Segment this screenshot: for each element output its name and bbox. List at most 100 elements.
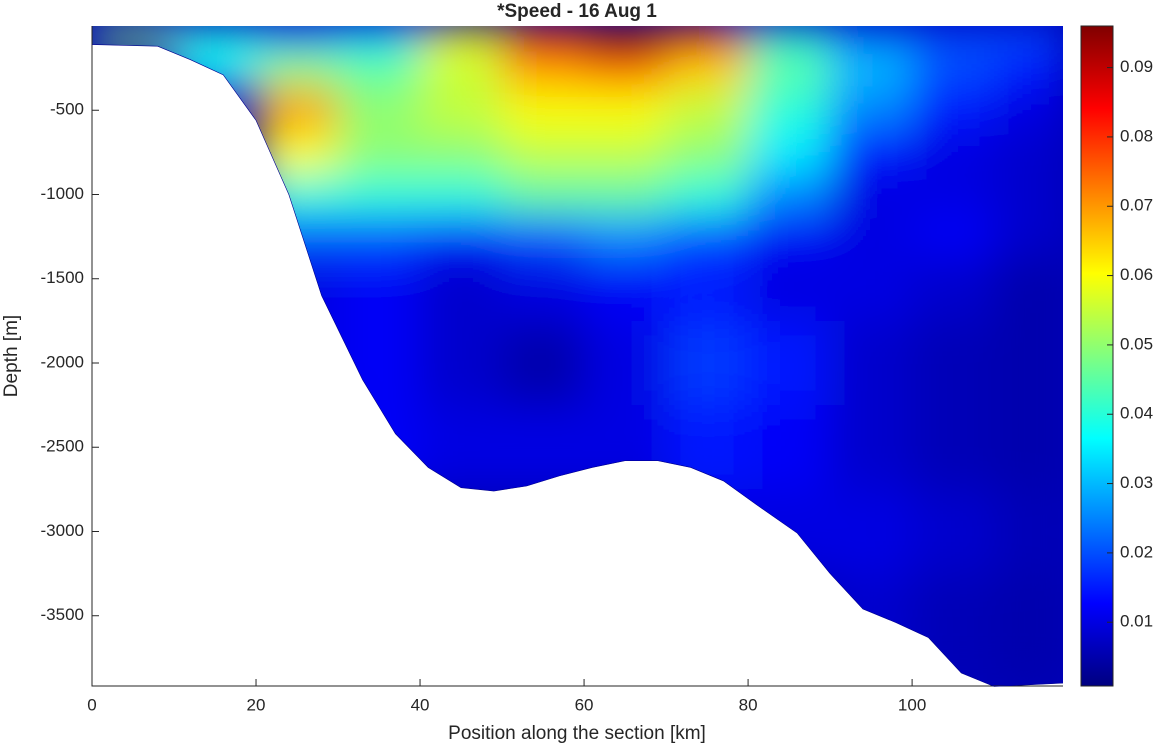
colorbar-tick-label: 0.09 — [1120, 57, 1153, 76]
cell — [912, 89, 995, 132]
cell — [994, 51, 1063, 90]
cell — [994, 573, 1063, 686]
cell — [420, 26, 503, 52]
cell — [338, 257, 421, 321]
cell — [584, 257, 667, 321]
cell — [92, 26, 175, 52]
cell — [256, 320, 339, 406]
cell — [994, 173, 1063, 216]
cell — [748, 489, 831, 574]
cell — [256, 173, 339, 216]
colorbar-tick-label: 0.06 — [1120, 265, 1153, 284]
cell — [420, 131, 503, 174]
x-axis-label: Position along the section [km] — [448, 723, 706, 744]
cell — [830, 173, 913, 216]
colorbar-tick-label: 0.03 — [1120, 473, 1153, 492]
cell — [830, 405, 913, 490]
colorbar-tick-label: 0.08 — [1120, 126, 1153, 145]
colorbar-tick-label: 0.02 — [1120, 542, 1153, 561]
cell — [912, 320, 995, 406]
cell — [502, 173, 585, 216]
cell — [584, 89, 667, 132]
y-tick-label: -2000 — [41, 352, 84, 371]
cell — [666, 257, 749, 321]
cell — [584, 131, 667, 174]
cell — [256, 51, 339, 90]
field — [92, 26, 1063, 686]
colorbar-tick-label: 0.01 — [1120, 612, 1153, 631]
cell — [666, 131, 749, 174]
cell — [666, 489, 749, 574]
cell — [912, 489, 995, 574]
cell — [502, 89, 585, 132]
cell — [748, 257, 831, 321]
cell — [502, 51, 585, 90]
cell — [666, 51, 749, 90]
cell — [912, 573, 995, 686]
cell — [666, 173, 749, 216]
cell — [584, 51, 667, 90]
y-tick-label: -500 — [50, 100, 84, 119]
cell — [994, 26, 1063, 52]
cell — [338, 215, 421, 258]
cell — [830, 320, 913, 406]
y-tick-label: -1000 — [41, 184, 84, 203]
cell — [502, 320, 585, 406]
cell — [748, 173, 831, 216]
cell — [256, 257, 339, 321]
colorbar-tick-label: 0.04 — [1120, 404, 1153, 423]
cell — [912, 257, 995, 321]
cell — [666, 215, 749, 258]
cell — [502, 257, 585, 321]
x-tick-label: 80 — [739, 695, 758, 714]
cell — [994, 131, 1063, 174]
cell — [174, 26, 257, 52]
colorbar — [1080, 25, 1114, 687]
cell — [912, 215, 995, 258]
cell — [420, 215, 503, 258]
y-axis-label: Depth [m] — [1, 315, 22, 397]
cell — [912, 173, 995, 216]
cell — [994, 89, 1063, 132]
cell — [502, 405, 585, 490]
y-tick-label: -3000 — [41, 521, 84, 540]
cell — [748, 215, 831, 258]
cell — [256, 215, 339, 258]
cell — [502, 131, 585, 174]
cell — [420, 320, 503, 406]
cell — [912, 131, 995, 174]
cell — [994, 320, 1063, 406]
cell — [420, 51, 503, 90]
cell — [666, 405, 749, 490]
cell — [666, 320, 749, 406]
cell — [420, 405, 503, 490]
cell — [338, 320, 421, 406]
cell — [584, 320, 667, 406]
cell — [748, 51, 831, 90]
cell — [420, 257, 503, 321]
y-tick-label: -3500 — [41, 605, 84, 624]
cell — [830, 215, 913, 258]
cell — [584, 26, 667, 52]
cell — [420, 89, 503, 132]
colorbar-tick-label: 0.07 — [1120, 196, 1153, 215]
cell — [748, 89, 831, 132]
cell — [420, 173, 503, 216]
y-tick-label: -2500 — [41, 437, 84, 456]
cell — [338, 405, 421, 490]
x-tick-label: 0 — [87, 695, 96, 714]
cell — [830, 489, 913, 574]
cell — [338, 89, 421, 132]
seafloor — [91, 44, 1064, 687]
x-tick-label: 100 — [898, 695, 926, 714]
cell — [912, 51, 995, 90]
colorbar-tick-label: 0.05 — [1120, 334, 1153, 353]
cell — [994, 489, 1063, 574]
cell — [256, 26, 339, 52]
cell — [584, 405, 667, 490]
cell — [748, 405, 831, 490]
cell — [338, 131, 421, 174]
x-tick-label: 40 — [411, 695, 430, 714]
cell — [748, 26, 831, 52]
